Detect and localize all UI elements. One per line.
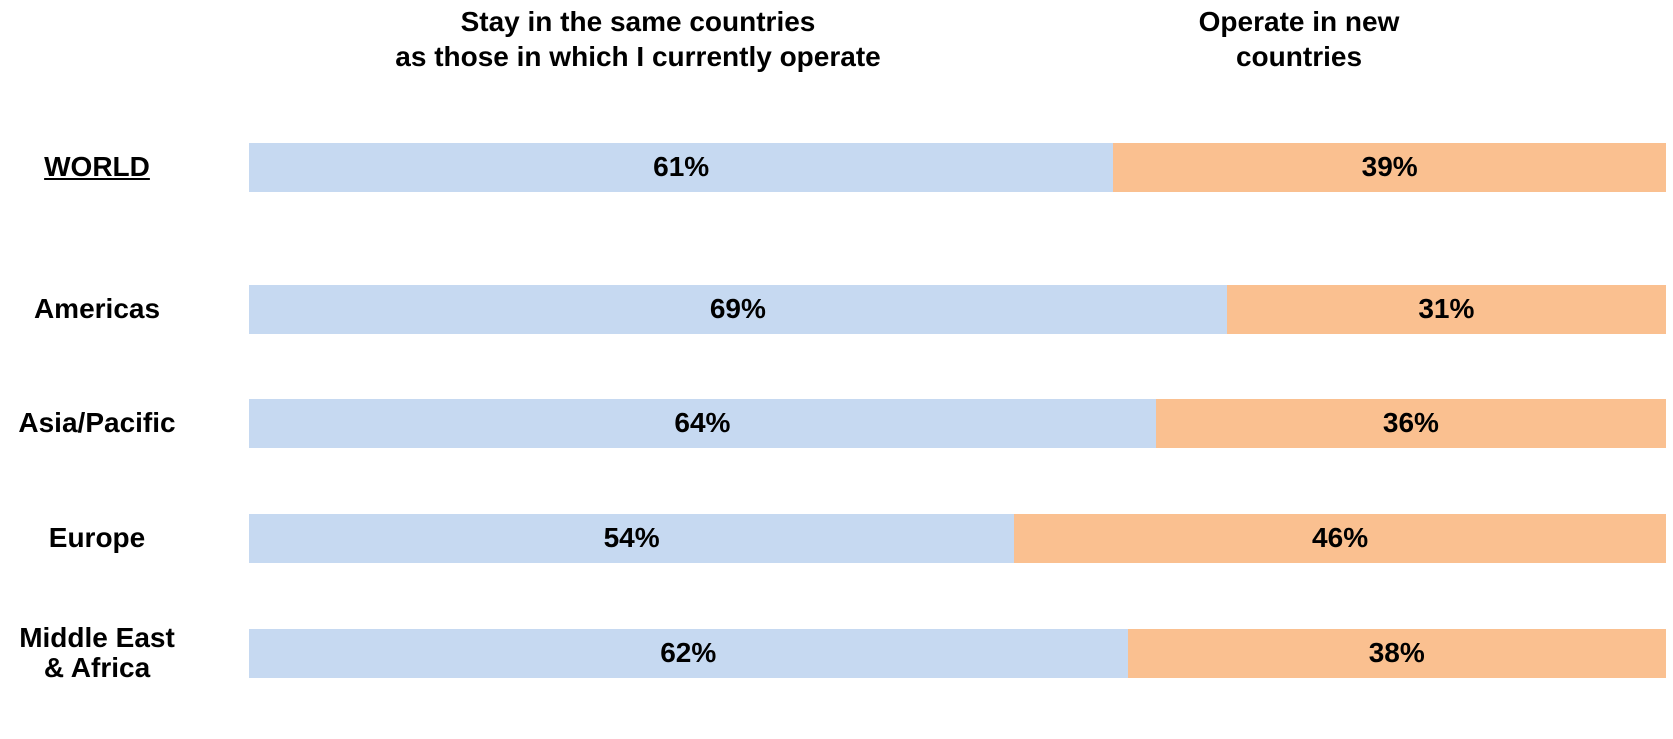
category-label: WORLD xyxy=(0,152,197,182)
category-label-line: Asia/Pacific xyxy=(18,407,176,438)
bar-segment-series-2: 39% xyxy=(1113,142,1666,192)
data-label: 69% xyxy=(709,293,766,324)
category-label-line: Middle East xyxy=(19,622,175,653)
category-label-line: & Africa xyxy=(43,652,151,683)
category-label-line: Europe xyxy=(48,522,146,553)
data-label: 54% xyxy=(603,522,660,553)
series-header-line: as those in which I currently operate xyxy=(395,41,881,72)
data-label: 39% xyxy=(1361,151,1418,182)
category-label: Americas xyxy=(0,294,197,324)
data-label: 62% xyxy=(660,637,717,668)
bar-segment-series-1: 69% xyxy=(249,284,1227,334)
data-label: 36% xyxy=(1382,407,1439,438)
data-label: 61% xyxy=(653,151,710,182)
data-label: 38% xyxy=(1368,637,1425,668)
category-label: Asia/Pacific xyxy=(0,408,197,438)
bar-segment-series-1: 54% xyxy=(249,513,1015,563)
bar-segment-series-1: 62% xyxy=(249,628,1128,678)
category-label-line: WORLD xyxy=(44,151,150,182)
data-label: 64% xyxy=(674,407,731,438)
bar-segment-series-2: 31% xyxy=(1226,284,1666,334)
bar-segment-series-1: 61% xyxy=(249,142,1114,192)
category-label: Middle East & Africa xyxy=(0,623,197,683)
data-label: 46% xyxy=(1312,522,1369,553)
bar-segment-series-2: 36% xyxy=(1155,398,1666,448)
category-label-line: Americas xyxy=(33,293,161,324)
series-header-line: Operate in new xyxy=(1198,6,1400,37)
bar-segment-series-2: 46% xyxy=(1014,513,1666,563)
series-header-2: Operate in new countries xyxy=(1199,4,1400,74)
bar-segment-series-1: 64% xyxy=(249,398,1156,448)
series-header-1: Stay in the same countries as those in wh… xyxy=(395,4,880,74)
series-header-line: Stay in the same countries xyxy=(460,6,816,37)
bar-segment-series-2: 38% xyxy=(1127,628,1666,678)
data-label: 31% xyxy=(1418,293,1475,324)
category-label: Europe xyxy=(0,523,197,553)
series-header-line: countries xyxy=(1235,41,1363,72)
